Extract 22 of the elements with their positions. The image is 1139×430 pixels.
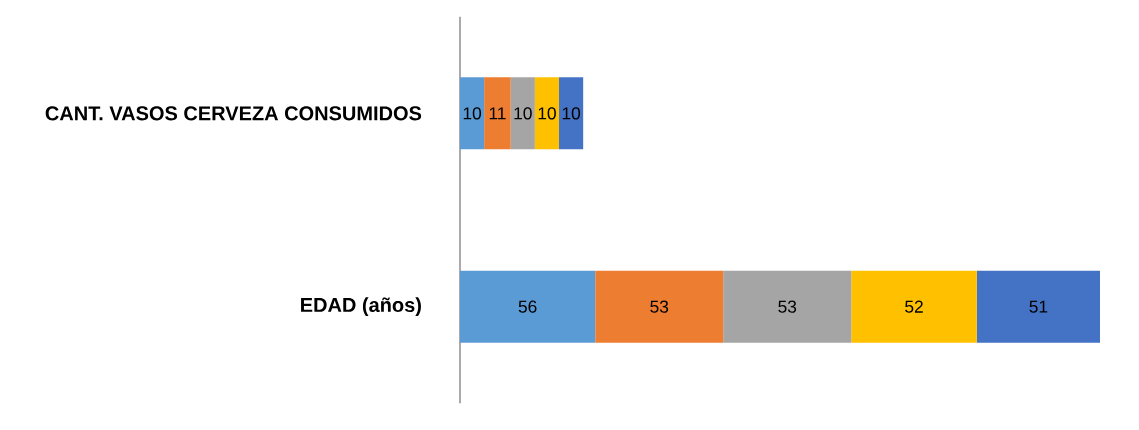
bar [595, 270, 724, 343]
bar [976, 270, 1100, 343]
y-tick-label: EDAD (años) [301, 297, 421, 316]
data-label: 10 [463, 107, 482, 120]
data-label: 53 [650, 300, 669, 313]
bar [534, 77, 560, 150]
data-label: 11 [489, 107, 506, 120]
data-label: 52 [905, 300, 923, 313]
bar [723, 270, 852, 343]
y-tick-label: CANT. VASOS CERVEZA CONSUMIDOS [45, 106, 422, 121]
data-label: 10 [538, 107, 556, 120]
data-label: 10 [562, 107, 581, 120]
data-label: 53 [778, 300, 797, 313]
bar [510, 77, 535, 150]
data-label: 10 [514, 107, 532, 120]
bar [460, 77, 485, 150]
data-label: 56 [518, 300, 537, 313]
bar [460, 270, 596, 343]
bar [559, 77, 584, 150]
bar [851, 270, 977, 343]
bar [484, 77, 511, 150]
data-label: 51 [1029, 300, 1048, 313]
